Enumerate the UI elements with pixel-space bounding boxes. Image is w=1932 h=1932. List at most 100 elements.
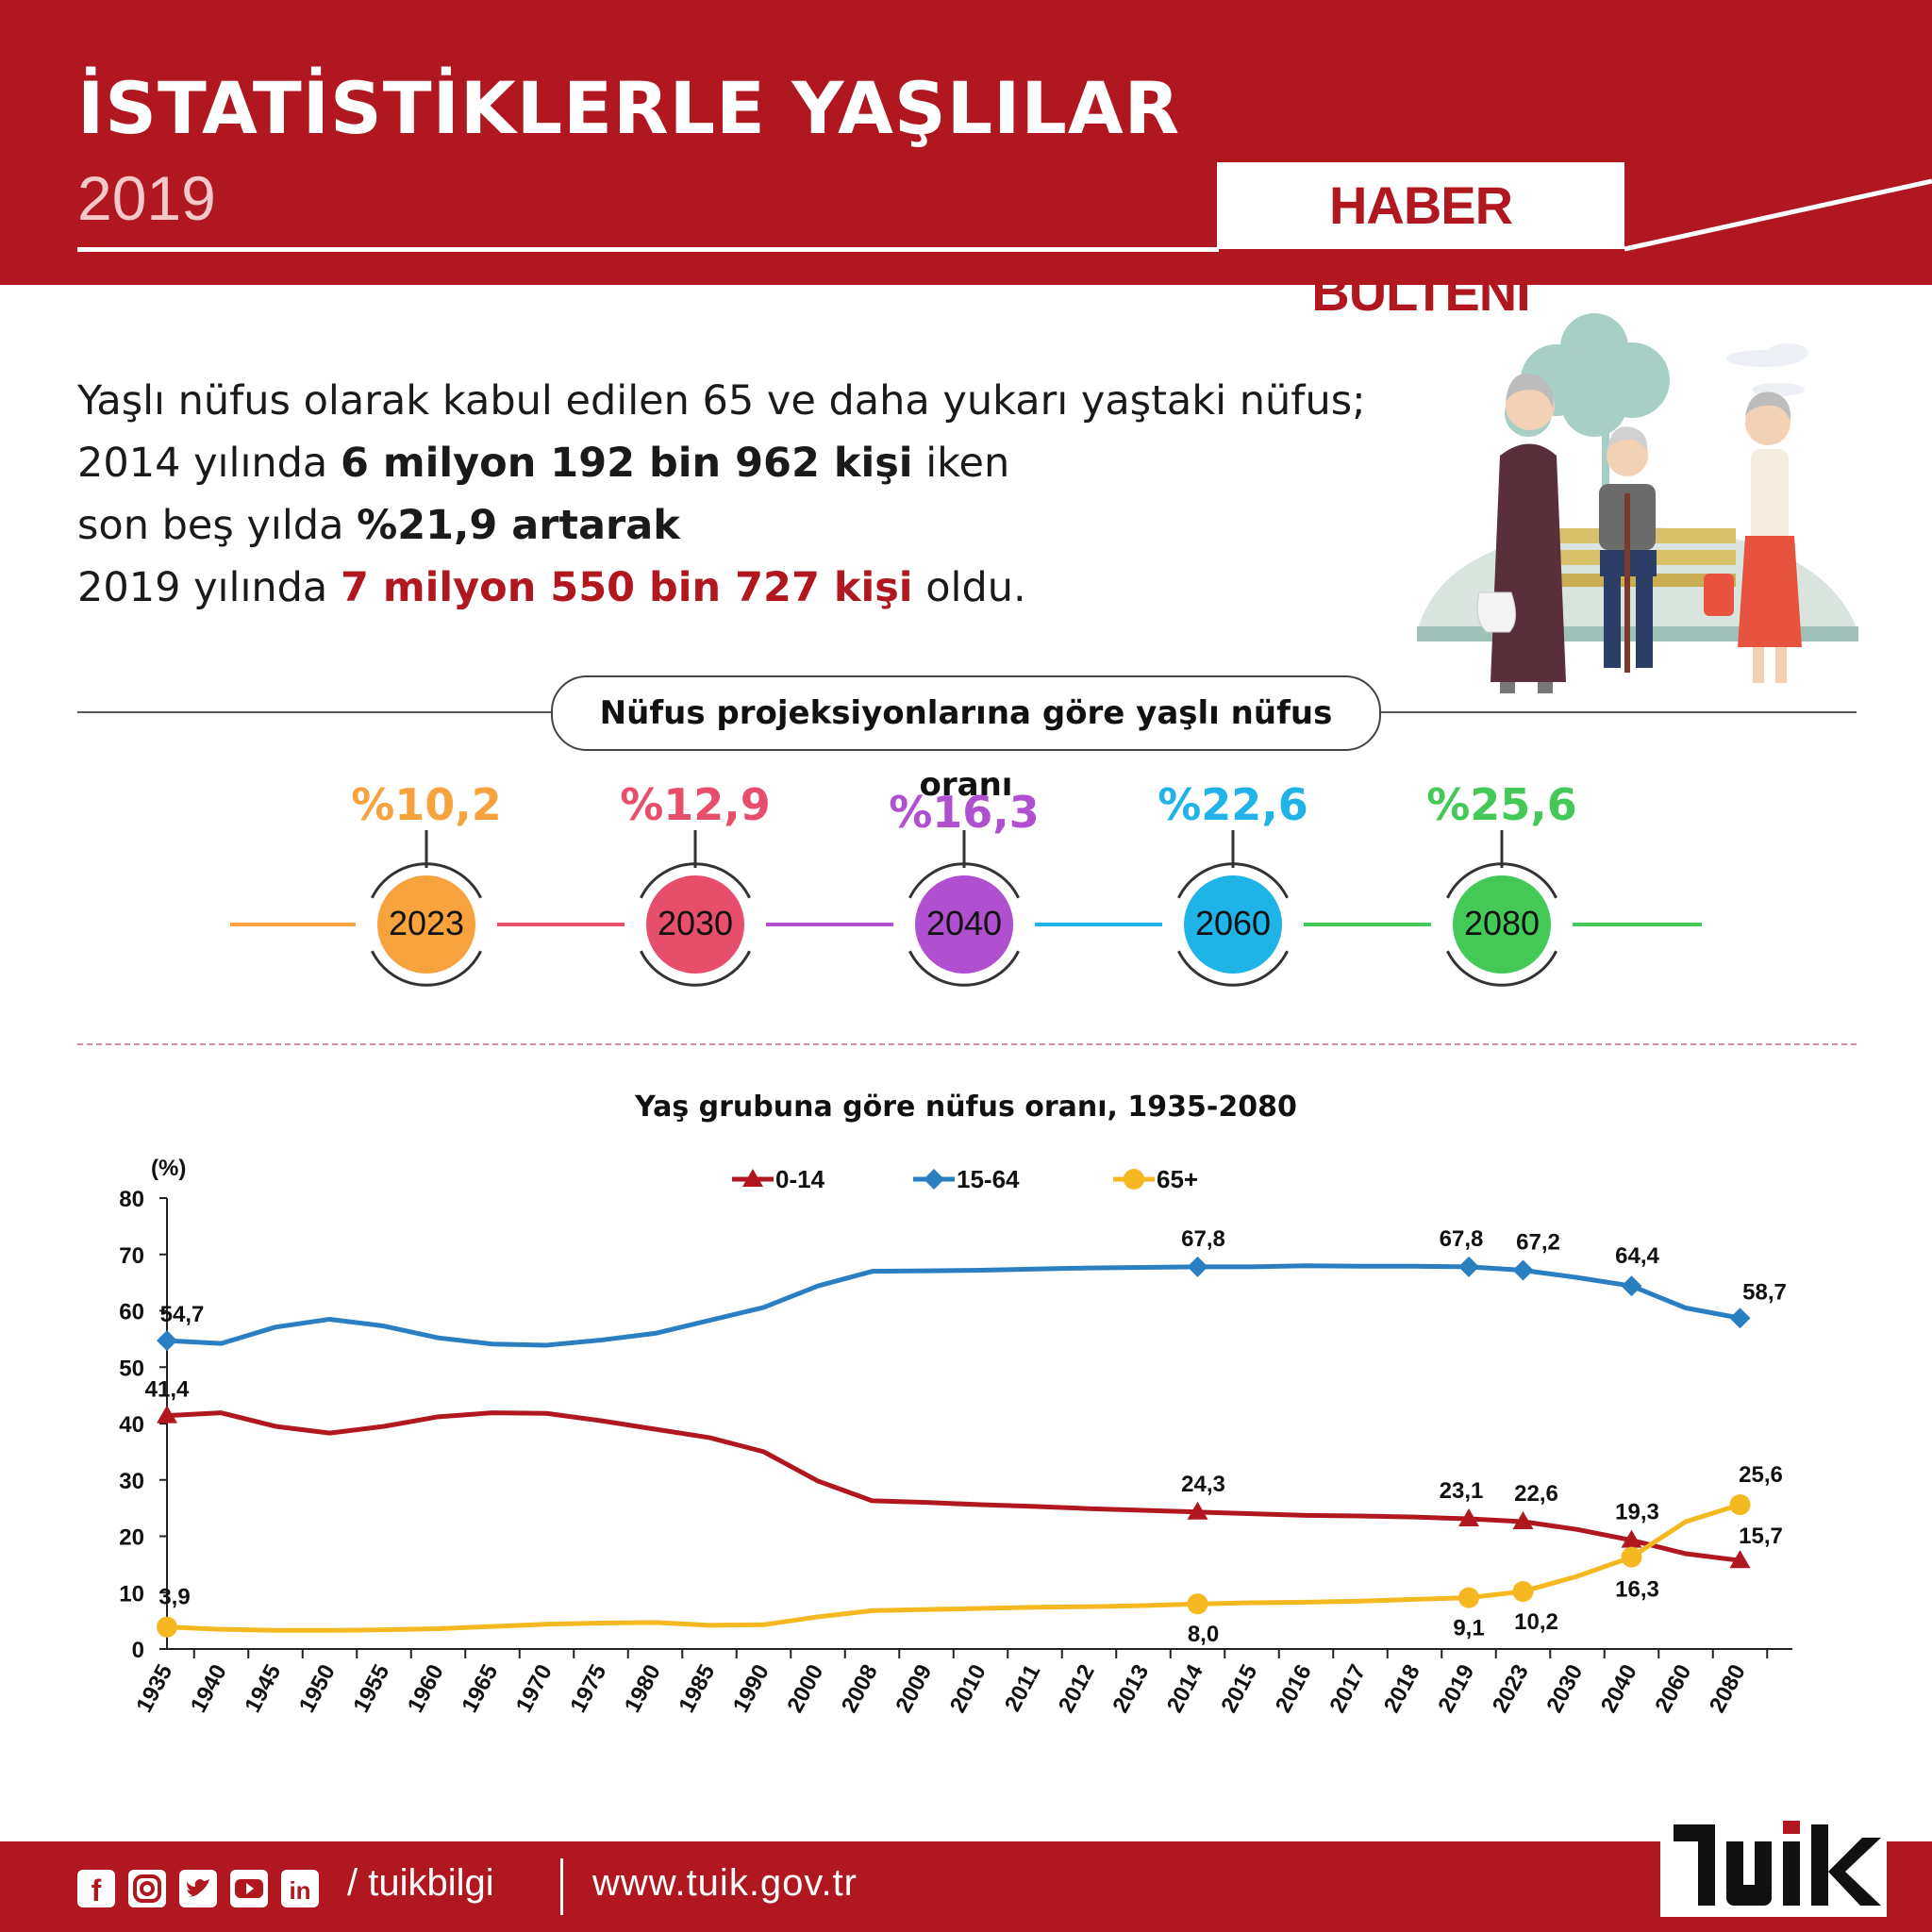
data-point-65+ [1729, 1494, 1751, 1516]
x-tick-label: 2010 [945, 1660, 991, 1717]
data-point-15-64 [1512, 1259, 1534, 1281]
facebook-icon[interactable]: f [77, 1870, 115, 1907]
data-label-15-64: 54,7 [160, 1302, 205, 1327]
linkedin-icon[interactable]: in [281, 1870, 319, 1907]
x-tick-label: 1950 [294, 1660, 341, 1717]
x-tick-label: 1985 [674, 1660, 720, 1717]
x-tick-label: 2019 [1433, 1660, 1479, 1717]
social-handle[interactable]: / tuikbilgi [347, 1862, 494, 1904]
footer-bar [0, 1841, 1932, 1932]
timeline-arc [908, 862, 1020, 899]
x-tick-label: 2015 [1216, 1660, 1262, 1717]
data-label-0-14: 19,3 [1615, 1500, 1659, 1525]
x-tick-label: 2018 [1379, 1660, 1425, 1717]
header-slant-decoration [1623, 178, 1932, 285]
legend-marker [1124, 1169, 1144, 1190]
intro-line-3: son beş yılda %21,9 artarak [77, 502, 680, 549]
elderly-people-illustration [1417, 313, 1858, 693]
series-line-15-64 [166, 1263, 1740, 1348]
projection-year-2030: 2030 [657, 904, 734, 942]
projection-pct-2040: %16,3 [889, 787, 1040, 838]
data-point-65+ [1187, 1593, 1208, 1615]
x-tick-label: 1970 [511, 1660, 558, 1717]
section-divider [77, 1043, 1857, 1045]
tuik-logo [1660, 1804, 1887, 1917]
legend-label-0-14: 0-14 [775, 1165, 825, 1193]
twitter-icon[interactable] [179, 1870, 217, 1907]
projection-year-2040: 2040 [925, 904, 1003, 942]
year-circle-2040 [915, 875, 1013, 974]
data-label-0-14: 23,1 [1440, 1478, 1484, 1504]
y-tick-label: 60 [119, 1300, 144, 1325]
data-point-0-14 [1729, 1550, 1751, 1569]
data-point-15-64 [157, 1330, 177, 1352]
page-title: İSTATİSTİKLERLE YAŞLILAR [77, 66, 1181, 150]
year-circle-2080 [1453, 875, 1551, 974]
data-point-15-64 [1187, 1256, 1208, 1277]
intro-2014-count: 6 milyon 192 bin 962 kişi [340, 440, 913, 487]
year-circle-2030 [646, 875, 744, 974]
x-tick-label: 2014 [1162, 1660, 1208, 1717]
x-tick-label: 2008 [837, 1660, 883, 1717]
y-tick-label: 0 [132, 1638, 144, 1663]
legend-label-15-64: 15-64 [957, 1165, 1020, 1193]
data-label-65+: 9,1 [1453, 1616, 1484, 1641]
data-point-0-14 [157, 1405, 177, 1424]
series-line-0-14 [166, 1410, 1740, 1563]
x-tick-label: 1965 [457, 1660, 503, 1717]
projection-pct-2060: %22,6 [1158, 779, 1308, 830]
data-label-65+: 25,6 [1739, 1462, 1783, 1488]
year-circle-2023 [377, 875, 475, 974]
y-tick-label: 20 [119, 1525, 144, 1551]
x-tick-label: 2080 [1705, 1660, 1751, 1717]
data-point-65+ [1458, 1587, 1479, 1608]
data-label-15-64: 64,4 [1615, 1243, 1659, 1269]
timeline-arc [640, 950, 751, 987]
timeline-arc [371, 862, 482, 899]
page-year: 2019 [77, 163, 216, 233]
intro-line-4: 2019 yılında 7 milyon 550 bin 727 kişi o… [77, 564, 1026, 611]
youtube-icon[interactable] [230, 1870, 268, 1907]
timeline-arc [908, 950, 1020, 987]
projection-timeline [230, 830, 1702, 987]
intro-line-1: Yaşlı nüfus olarak kabul edilen 65 ve da… [77, 377, 1366, 425]
data-point-65+ [1512, 1581, 1534, 1603]
chart-title: Yaş grubuna göre nüfus oranı, 1935-2080 [635, 1091, 1297, 1124]
data-label-0-14: 24,3 [1181, 1472, 1225, 1497]
x-tick-label: 2030 [1541, 1660, 1588, 1717]
timeline-arc [1177, 950, 1289, 987]
x-tick-label: 2000 [782, 1660, 828, 1717]
data-label-0-14: 22,6 [1514, 1481, 1558, 1507]
x-tick-label: 2040 [1596, 1660, 1642, 1717]
x-tick-label: 2016 [1271, 1660, 1317, 1717]
legend-label-65+: 65+ [1157, 1165, 1198, 1193]
y-tick-label: 50 [119, 1356, 144, 1381]
data-label-0-14: 15,7 [1739, 1524, 1783, 1549]
y-tick-label: 70 [119, 1243, 144, 1269]
x-tick-label: 1980 [620, 1660, 666, 1717]
data-point-65+ [1621, 1546, 1642, 1568]
data-label-15-64: 67,8 [1440, 1226, 1484, 1252]
website-link[interactable]: www.tuik.gov.tr [592, 1862, 858, 1904]
svg-text:f: f [92, 1874, 102, 1907]
x-tick-label: 2011 [1000, 1660, 1045, 1716]
data-point-0-14 [1512, 1510, 1534, 1529]
x-tick-label: 2013 [1108, 1660, 1154, 1717]
y-axis-label: (%) [151, 1156, 186, 1181]
data-point-15-64 [1729, 1307, 1751, 1329]
y-tick-label: 80 [119, 1187, 144, 1212]
series-line-65+ [166, 1502, 1741, 1633]
x-tick-label: 2009 [891, 1660, 937, 1717]
instagram-icon[interactable] [128, 1870, 166, 1907]
projection-year-2060: 2060 [1194, 904, 1272, 942]
projection-title: Nüfus projeksiyonlarına göre yaşlı nüfus… [551, 675, 1381, 804]
projection-year-2023: 2023 [388, 904, 465, 942]
projection-year-2080: 2080 [1463, 904, 1541, 942]
intro-text: Yaşlı nüfus olarak kabul edilen 65 ve da… [77, 370, 1366, 619]
data-point-0-14 [1458, 1507, 1479, 1526]
svg-text:in: in [289, 1876, 310, 1905]
timeline-arc [640, 862, 751, 899]
legend-marker [924, 1169, 944, 1190]
y-tick-label: 30 [119, 1469, 144, 1494]
